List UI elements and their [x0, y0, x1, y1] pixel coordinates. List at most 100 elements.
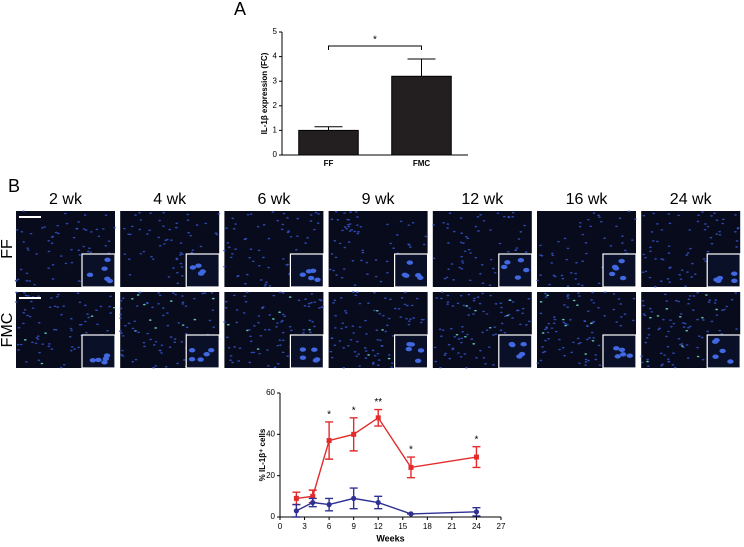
nucleus [543, 292, 547, 295]
column-label: 4 wk [153, 191, 187, 208]
nucleus [259, 335, 263, 337]
nucleus [180, 295, 184, 297]
nucleus [119, 307, 123, 310]
nucleus [63, 212, 67, 215]
nucleus [158, 244, 162, 247]
nucleus [461, 330, 465, 333]
nucleus [693, 273, 697, 275]
nucleus [59, 366, 63, 369]
nucleus [515, 247, 519, 249]
inset-nucleus [197, 357, 204, 362]
nucleus [162, 225, 165, 227]
nucleus [691, 309, 695, 311]
nucleus [584, 252, 588, 255]
nucleus [77, 280, 81, 282]
nucleus [642, 313, 646, 315]
nucleus [704, 260, 707, 262]
inset-nucleus [611, 264, 619, 270]
inset [602, 334, 637, 369]
nucleus [179, 262, 183, 265]
nucleus [545, 326, 549, 328]
nucleus [508, 299, 512, 301]
nucleus [304, 242, 307, 244]
nucleus [312, 228, 316, 231]
nucleus [233, 346, 237, 348]
nucleus [714, 299, 718, 301]
nucleus [474, 225, 478, 228]
nucleus [577, 292, 580, 294]
nucleus [138, 211, 141, 214]
y-tick-label: 3 [273, 76, 278, 85]
nucleus [238, 347, 242, 349]
nucleus [231, 217, 235, 220]
nucleus [494, 303, 498, 305]
nucleus [332, 302, 335, 304]
nucleus [232, 294, 236, 297]
micrograph [640, 291, 741, 369]
nucleus [119, 330, 122, 332]
inset-nucleus [403, 273, 410, 278]
nucleus [64, 262, 68, 265]
nucleus [89, 231, 93, 233]
nucleus [511, 317, 514, 319]
nucleus [408, 246, 412, 248]
nucleus [647, 327, 651, 330]
nucleus [281, 258, 285, 260]
nucleus [314, 211, 318, 214]
nucleus [86, 250, 90, 253]
nucleus [19, 343, 23, 346]
nucleus [667, 360, 671, 363]
nucleus [60, 313, 63, 316]
nucleus [407, 224, 411, 226]
nucleus [26, 314, 29, 317]
nucleus [267, 237, 271, 240]
x-tick-label: FMC [413, 159, 431, 168]
nucleus [353, 230, 357, 233]
nucleus [297, 299, 301, 302]
nucleus [330, 253, 334, 255]
nucleus [577, 295, 581, 297]
nucleus [422, 243, 426, 246]
nucleus [217, 213, 221, 215]
nucleus [146, 332, 150, 335]
micrograph [536, 291, 637, 369]
nucleus [355, 291, 359, 294]
nucleus [134, 214, 137, 216]
nucleus [248, 328, 251, 331]
marker [326, 438, 332, 444]
nucleus [281, 319, 284, 322]
nucleus [550, 327, 554, 329]
nucleus [380, 344, 384, 347]
micrograph [328, 291, 429, 369]
nucleus [557, 240, 560, 243]
nucleus [69, 317, 73, 320]
nucleus [566, 294, 570, 296]
nucleus [725, 305, 729, 308]
nucleus [661, 363, 664, 366]
nucleus [551, 254, 555, 257]
nucleus [588, 337, 592, 339]
nucleus [121, 335, 125, 337]
nucleus [574, 278, 578, 280]
nucleus [479, 214, 482, 216]
nucleus [177, 322, 181, 324]
nucleus [566, 247, 570, 250]
nucleus [317, 213, 321, 215]
nucleus [24, 361, 28, 363]
nucleus [77, 346, 81, 349]
nucleus [70, 261, 74, 264]
nucleus [211, 297, 215, 300]
inset-nucleus [518, 351, 526, 357]
nucleus [15, 229, 19, 231]
nucleus [72, 236, 76, 239]
nucleus [342, 347, 346, 349]
nucleus [157, 302, 160, 305]
nucleus [440, 297, 443, 300]
nucleus [123, 227, 126, 230]
nucleus [469, 252, 473, 254]
nucleus [392, 247, 396, 250]
nucleus [381, 329, 385, 331]
nucleus [354, 294, 358, 297]
nucleus [353, 351, 357, 353]
nucleus [112, 306, 116, 309]
